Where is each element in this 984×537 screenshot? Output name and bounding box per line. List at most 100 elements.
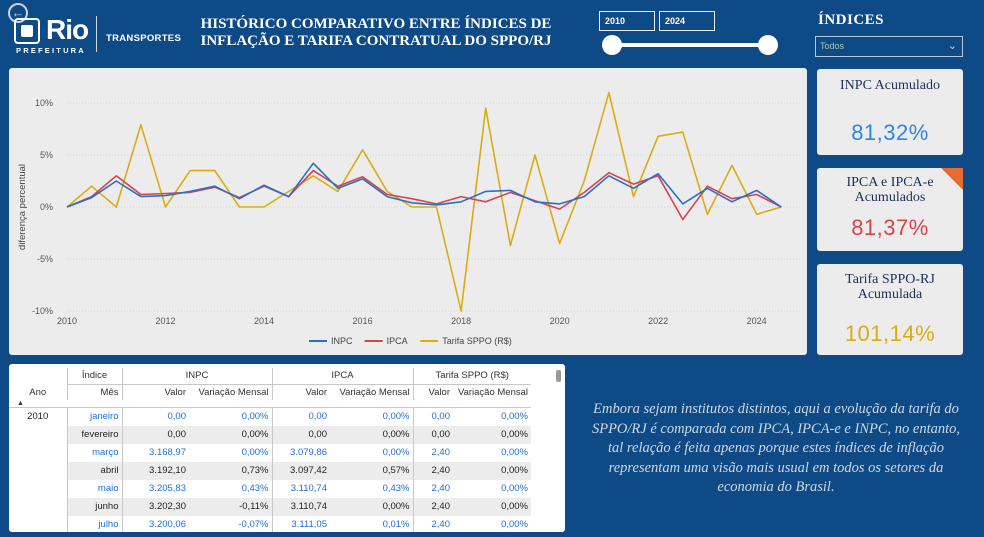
cell-tarifa-valor: 0,00 [412, 425, 453, 444]
kpi-label: IPCA e IPCA-e Acumulados [846, 175, 934, 205]
cell-ipca-valor: 3.110,74 [271, 497, 330, 516]
x-tick-label: 2016 [353, 316, 373, 326]
cell-mes: fevereiro [66, 425, 122, 444]
cell-inpc-variacao: -0,11% [189, 497, 272, 516]
column-header-ano[interactable]: Ano [9, 384, 67, 400]
cell-ipca-valor: 0,00 [271, 407, 330, 426]
group-header-tarifa: Tarifa SPPO (R$) [412, 368, 531, 385]
column-header-ano-label: Ano [29, 386, 47, 398]
logo-text: Rio [46, 14, 89, 45]
y-tick-label: -5% [37, 254, 53, 264]
cell-ano [9, 480, 67, 498]
y-tick-label: 10% [35, 98, 53, 108]
column-header-ipca-variacao[interactable]: Variação Mensal [339, 386, 410, 398]
cell-inpc-variacao: 0,43% [241, 483, 269, 494]
table-row[interactable]: abril 3.192,10 0,73% 3.097,42 0,57% 2,40 0,00% [9, 461, 531, 480]
chevron-down-icon: ⌄ [947, 40, 957, 52]
cell-inpc-variacao: 0,00% [241, 447, 269, 458]
cell-tarifa-valor: 2,40 [412, 443, 453, 462]
table-row[interactable]: fevereiro 0,00 0,00% 0,00 0,00% 0,00 0,00% [9, 425, 531, 444]
cell-tarifa-valor: 2,40 [412, 479, 453, 498]
x-tick-label: 2012 [156, 316, 176, 326]
table-scrollbar[interactable] [556, 370, 561, 382]
table-row[interactable]: março 3.168,97 0,00% 3.079,86 0,00% 2,40 0,00% [9, 443, 531, 462]
explanatory-note: Embora sejam institutos distintos, aqui … [591, 401, 961, 495]
table-row[interactable]: 2010 janeiro 0,00 0,00% 0,00 0,00% 0,00 0,00% [9, 407, 531, 426]
table-row[interactable]: junho 3.202,30 -0,11% 3.110,74 0,00% 2,40 0,00… [9, 497, 531, 516]
cell-inpc-variacao: 0,00% [189, 425, 272, 444]
kpi-card-inpc: INPC Acumulado 81,32% [817, 69, 963, 155]
y-tick-label: 5% [40, 150, 53, 160]
kpi-label: INPC Acumulado [840, 78, 940, 93]
cell-tarifa-variacao: 0,00% [501, 483, 528, 494]
corner-flag-icon [941, 168, 963, 190]
cell-inpc-valor: 3.192,10 [121, 461, 189, 480]
x-tick-label: 2018 [451, 316, 471, 326]
cell-mes: junho [66, 497, 122, 516]
kpi-card-tarifa: Tarifa SPPO-RJ Acumulada 101,14% [817, 264, 963, 355]
logo-divider [96, 16, 97, 52]
prefeitura-logo: Rio PREFEITURA [14, 14, 98, 55]
cell-inpc-valor: 3.168,97 [121, 443, 189, 462]
year-slider-end-handle[interactable] [758, 35, 778, 55]
cell-tarifa-variacao: 0,00% [501, 447, 528, 458]
table-row[interactable]: julho 3.200,06 -0,07% 3.111,05 0,01% 2,40 0,00… [9, 515, 531, 532]
column-header-inpc-valor[interactable]: Valor [121, 384, 189, 400]
cell-tarifa-valor: 2,40 [412, 515, 453, 532]
column-header-tarifa-valor[interactable]: Valor [412, 384, 453, 400]
indices-dropdown[interactable]: Todos ⌄ [815, 36, 963, 57]
line-chart: 10% 5% 0% -5% -10% 2010 2012 2014 2016 2018 2020 20… [17, 91, 801, 346]
legend-label: INPC [331, 336, 353, 346]
cell-ano [9, 444, 67, 462]
page-title-line1: HISTÓRICO COMPARATIVO ENTRE ÍNDICES DE [200, 16, 552, 32]
column-header-inpc-variacao[interactable]: Variação Mensal [198, 386, 269, 398]
line-chart-panel: 10% 5% 0% -5% -10% 2010 2012 2014 2016 2018 2020 20… [9, 68, 807, 355]
x-tick-label: 2024 [747, 316, 767, 326]
column-header-mes[interactable]: Mês [66, 384, 122, 400]
cell-ano: 2010 [27, 411, 49, 423]
series-line-inpc [66, 162, 782, 208]
cell-tarifa-valor: 0,00 [412, 407, 453, 426]
cell-tarifa-variacao: 0,00% [501, 411, 528, 423]
column-header-ipca-valor[interactable]: Valor [271, 384, 330, 400]
logo-emblem-icon [14, 18, 40, 44]
series-line-tarifa [66, 91, 782, 312]
back-arrow-icon[interactable]: ← [8, 3, 28, 23]
cell-tarifa-valor: 2,40 [412, 461, 453, 480]
year-range-slider[interactable] [612, 43, 769, 47]
year-end-input[interactable]: 2024 [659, 11, 715, 31]
cell-tarifa-valor: 2,40 [412, 497, 453, 516]
cell-mes: março [66, 443, 122, 462]
logo-subtext: PREFEITURA [16, 46, 86, 55]
cell-ipca-variacao: 0,01% [382, 519, 410, 530]
sort-ascending-icon[interactable]: ▲ [9, 400, 67, 408]
cell-inpc-valor: 3.202,30 [121, 497, 189, 516]
year-start-input[interactable]: 2010 [599, 11, 655, 31]
kpi-value: 101,14% [844, 321, 936, 346]
cell-ipca-valor: 0,00 [271, 425, 330, 444]
cell-tarifa-variacao: 0,00% [453, 497, 531, 516]
cell-ipca-variacao: 0,00% [330, 425, 413, 444]
column-header-tarifa-variacao[interactable]: Variação Mensal [457, 386, 528, 398]
cell-inpc-valor: 3.200,06 [121, 515, 189, 532]
cell-inpc-valor: 0,00 [121, 425, 189, 444]
cell-tarifa-variacao: 0,00% [453, 461, 531, 480]
data-table: Índice INPC IPCA Tarifa SPPO (R$) Ano Mê… [9, 368, 531, 532]
cell-ipca-variacao: 0,43% [382, 483, 410, 494]
cell-inpc-valor: 0,00 [121, 407, 189, 426]
table-row[interactable]: maio 3.205,83 0,43% 3.110,74 0,43% 2,40 0,00% [9, 479, 531, 498]
legend-label: Tarifa SPPO (R$) [442, 336, 512, 346]
cell-ano [9, 426, 67, 444]
cell-ipca-valor: 3.079,86 [271, 443, 330, 462]
indices-dropdown-value: Todos [820, 41, 845, 51]
y-tick-label: 0% [40, 202, 53, 212]
kpi-label: Tarifa SPPO-RJ Acumulada [845, 272, 935, 302]
group-header-inpc: INPC [121, 368, 272, 385]
year-slider-start-handle[interactable] [602, 35, 622, 55]
cell-ipca-variacao: 0,57% [330, 461, 413, 480]
cell-mes: janeiro [66, 407, 122, 426]
header-empty [9, 368, 67, 384]
x-tick-label: 2022 [648, 316, 668, 326]
cell-mes: julho [66, 515, 122, 532]
cell-inpc-variacao: 0,00% [241, 411, 269, 423]
